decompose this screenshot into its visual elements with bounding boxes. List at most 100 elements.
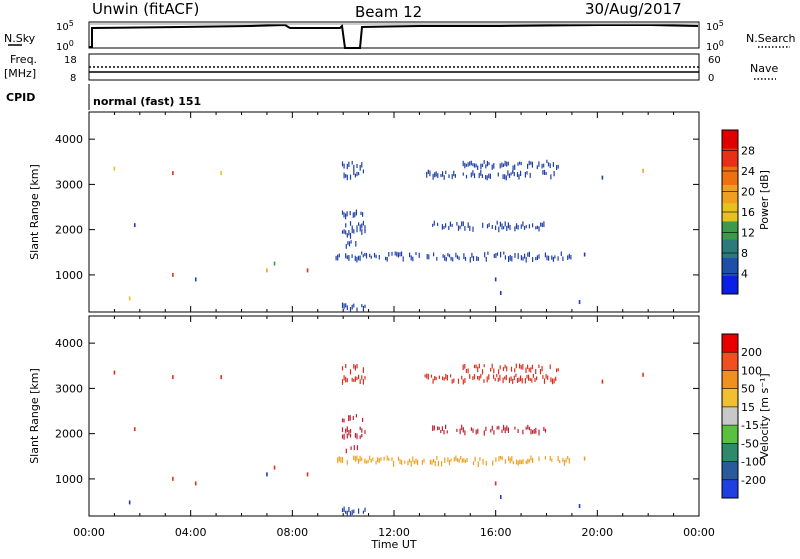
echo-mark	[536, 165, 538, 170]
echo-mark	[462, 172, 464, 176]
echo-mark	[471, 252, 473, 258]
echo-mark	[349, 232, 352, 239]
freq-left-tick-top: 18	[64, 55, 77, 66]
echo-mark	[509, 457, 511, 464]
echo-mark	[434, 460, 436, 467]
echo-mark	[409, 252, 411, 258]
colorbar-tick-label: -200	[741, 474, 766, 487]
echo-mark	[447, 457, 449, 462]
colorbar-swatch	[722, 275, 738, 295]
echo-mark	[415, 458, 417, 464]
power-marks	[113, 159, 644, 313]
echo-mark	[364, 430, 366, 434]
echo-mark	[391, 251, 393, 256]
echo-mark	[503, 251, 505, 255]
echo-mark	[528, 160, 530, 166]
echo-mark	[343, 163, 345, 169]
echo-mark	[520, 375, 522, 382]
echo-mark	[361, 251, 363, 255]
echo-mark	[467, 222, 469, 229]
echo-mark	[479, 457, 481, 461]
colorbar-tick-label: 100	[741, 364, 762, 377]
echo-mark	[353, 170, 355, 176]
echo-mark	[517, 460, 519, 466]
echo-mark	[359, 228, 361, 232]
echo-mark	[560, 251, 562, 257]
echo-mark	[350, 446, 352, 450]
echo-mark	[507, 161, 509, 166]
echo-mark	[359, 224, 361, 229]
echo-mark	[466, 458, 468, 462]
noise-panel-frame	[88, 21, 700, 49]
echo-mark	[474, 456, 476, 462]
echo-mark	[538, 254, 540, 259]
echo-mark	[358, 508, 360, 514]
echo-mark	[484, 252, 486, 258]
echo-mark	[462, 160, 464, 167]
echo-mark	[343, 303, 345, 310]
echo-mark	[341, 366, 344, 371]
echo-mark	[361, 457, 363, 461]
echo-mark	[338, 253, 340, 258]
echo-point	[133, 427, 136, 432]
xtick-label: 00:00	[683, 526, 715, 539]
echo-mark	[349, 428, 352, 433]
echo-mark	[485, 256, 487, 262]
echo-mark	[517, 162, 519, 166]
colorbar-swatch	[722, 461, 738, 481]
echo-mark	[497, 172, 499, 177]
echo-mark	[456, 458, 459, 462]
echo-mark	[351, 225, 353, 230]
echo-mark	[538, 364, 540, 369]
echo-mark	[556, 165, 558, 170]
echo-mark	[470, 172, 472, 178]
echo-mark	[538, 226, 540, 232]
echo-mark	[399, 252, 401, 257]
echo-mark	[385, 256, 387, 261]
echo-mark	[470, 427, 472, 431]
echo-point	[133, 223, 136, 228]
echo-mark	[358, 172, 360, 176]
echo-point	[172, 171, 174, 176]
echo-mark	[516, 459, 518, 465]
echo-mark	[441, 426, 443, 431]
echo-mark	[528, 426, 530, 431]
echo-mark	[362, 379, 364, 385]
echo-mark	[456, 222, 458, 226]
echo-mark	[521, 378, 523, 384]
echo-mark	[491, 425, 493, 431]
echo-mark	[532, 430, 534, 434]
echo-mark	[348, 430, 350, 436]
echo-mark	[355, 209, 357, 216]
echo-mark	[503, 226, 505, 230]
echo-mark	[488, 374, 490, 380]
echo-mark	[449, 221, 451, 227]
echo-mark	[502, 163, 505, 167]
echo-mark	[498, 455, 500, 462]
echo-mark	[346, 255, 348, 260]
echo-mark	[512, 378, 514, 384]
colorbar-frame	[721, 333, 739, 499]
echo-mark	[432, 173, 434, 180]
echo-mark	[345, 253, 347, 259]
velocity-panel: Slant Range [km] 1000 2000 3000 4000 200 100…	[28, 315, 771, 517]
noise-left-tick-top: 105	[56, 19, 74, 33]
colorbar-swatch	[722, 352, 738, 371]
echo-mark	[356, 307, 358, 313]
echo-mark	[546, 159, 548, 164]
echo-point	[172, 272, 174, 277]
echo-mark	[383, 456, 385, 461]
echo-mark	[472, 163, 474, 167]
echo-mark	[375, 460, 377, 465]
echo-mark	[356, 229, 358, 233]
echo-mark	[507, 427, 509, 434]
echo-mark	[527, 364, 529, 369]
colorbar-swatch	[722, 443, 738, 462]
echo-mark	[431, 460, 433, 465]
echo-mark	[351, 160, 353, 165]
colorbar-tick-label: 15	[741, 401, 755, 414]
echo-mark	[535, 369, 537, 375]
echo-point	[583, 252, 586, 257]
echo-point	[128, 296, 131, 301]
echo-mark	[536, 225, 538, 230]
